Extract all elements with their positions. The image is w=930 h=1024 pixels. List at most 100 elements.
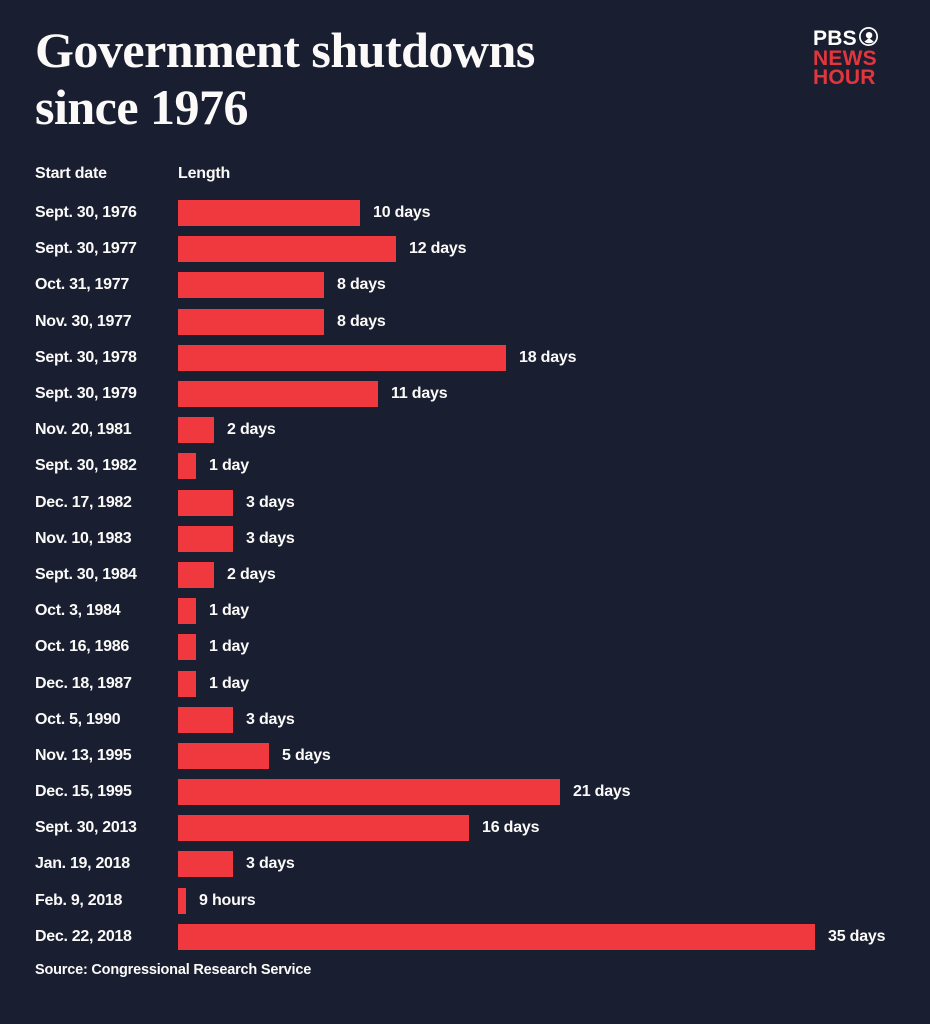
row-bar-cell: 18 days [178,344,930,371]
hour-label: HOUR [813,66,876,89]
length-label: 9 hours [199,891,256,909]
row-start-date: Jan. 19, 2018 [35,855,130,873]
length-bar [178,344,506,371]
row-start-date: Dec. 18, 1987 [35,674,132,692]
length-bar [178,453,196,480]
row-bar-cell: 3 days [178,489,930,516]
length-label: 11 days [391,385,448,403]
table-row: Sept. 30, 1982 1 day [0,448,930,484]
table-row: Sept. 30, 1976 10 days [0,195,930,231]
row-bar-cell: 2 days [178,561,930,588]
length-label: 12 days [409,240,467,258]
length-label: 1 day [209,674,249,692]
length-label: 18 days [519,348,577,366]
length-bar [178,706,233,733]
row-bar-cell: 11 days [178,381,930,408]
row-start-date: Nov. 30, 1977 [35,312,132,330]
length-label: 5 days [282,746,331,764]
length-label: 1 day [209,457,249,475]
table-row: Sept. 30, 1979 11 days [0,376,930,412]
length-label: 1 day [209,602,249,620]
row-start-date: Sept. 30, 2013 [35,819,137,837]
length-bar [178,779,560,806]
table-row: Sept. 30, 1984 2 days [0,557,930,593]
news-label: NEWS [813,47,877,70]
row-start-date: Feb. 9, 2018 [35,891,123,909]
length-label: 35 days [828,927,886,945]
row-bar-cell: 2 days [178,417,930,444]
length-bar [178,670,196,697]
length-label: 3 days [246,710,295,728]
row-bar-cell: 1 day [178,453,930,480]
length-bar [178,851,233,878]
row-start-date: Nov. 10, 1983 [35,529,132,547]
row-bar-cell: 35 days [178,923,930,950]
row-bar-cell: 1 day [178,670,930,697]
row-bar-cell: 16 days [178,815,930,842]
length-label: 3 days [246,493,295,511]
row-bar-cell: 3 days [178,706,930,733]
length-bar [178,815,469,842]
row-start-date: Oct. 31, 1977 [35,276,129,294]
pbs-label: PBS [813,27,857,50]
row-bar-cell: 21 days [178,779,930,806]
table-row: Dec. 22, 2018 35 days [0,919,930,955]
row-bar-cell: 10 days [178,200,930,227]
table-row: Nov. 13, 1995 5 days [0,738,930,774]
table-row: Oct. 16, 1986 1 day [0,629,930,665]
row-start-date: Sept. 30, 1979 [35,385,137,403]
table-row: Jan. 19, 2018 3 days [0,846,930,882]
source-note: Source: Congressional Research Service [35,962,312,978]
row-start-date: Sept. 30, 1977 [35,240,137,258]
length-bar [178,200,360,227]
length-bar [178,887,186,914]
pbs-wordmark: PBS [813,27,878,50]
row-bar-cell: 5 days [178,742,930,769]
length-bar [178,417,214,444]
length-header: Length [178,165,231,182]
length-label: 1 day [209,638,249,656]
table-row: Oct. 5, 1990 3 days [0,702,930,738]
row-start-date: Oct. 5, 1990 [35,710,121,728]
length-label: 16 days [482,819,540,837]
row-bar-cell: 12 days [178,236,930,263]
length-label: 8 days [337,312,386,330]
length-bar [178,308,324,335]
title-line-2: since 1976 [35,79,249,135]
length-bar [178,634,196,661]
length-bar [178,525,233,552]
row-bar-cell: 8 days [178,308,930,335]
length-label: 2 days [227,565,276,583]
row-start-date: Sept. 30, 1984 [35,565,137,583]
row-bar-cell: 8 days [178,272,930,299]
row-start-date: Oct. 16, 1986 [35,638,129,656]
pbs-face-icon [858,27,878,49]
length-label: 8 days [337,276,386,294]
row-start-date: Sept. 30, 1982 [35,457,137,475]
start-date-header: Start date [35,165,107,182]
table-row: Dec. 18, 1987 1 day [0,665,930,701]
row-start-date: Nov. 20, 1981 [35,421,132,439]
bar-chart: Sept. 30, 1976 10 days Sept. 30, 1977 12 da… [0,195,930,955]
table-row: Nov. 30, 1977 8 days [0,304,930,340]
table-row: Nov. 20, 1981 2 days [0,412,930,448]
length-label: 10 days [373,204,431,222]
row-bar-cell: 1 day [178,634,930,661]
table-row: Nov. 10, 1983 3 days [0,521,930,557]
length-bar [178,561,214,588]
table-row: Sept. 30, 2013 16 days [0,810,930,846]
title-line-1: Government shutdowns [35,22,535,78]
table-row: Dec. 15, 1995 21 days [0,774,930,810]
row-bar-cell: 9 hours [178,887,930,914]
length-label: 2 days [227,421,276,439]
row-start-date: Dec. 15, 1995 [35,783,132,801]
length-bar [178,236,396,263]
length-label: 3 days [246,529,295,547]
length-bar [178,381,378,408]
page-title: Government shutdowns since 1976 [35,22,535,136]
row-start-date: Dec. 17, 1982 [35,493,132,511]
row-start-date: Nov. 13, 1995 [35,746,132,764]
length-bar [178,272,324,299]
table-row: Sept. 30, 1978 18 days [0,340,930,376]
